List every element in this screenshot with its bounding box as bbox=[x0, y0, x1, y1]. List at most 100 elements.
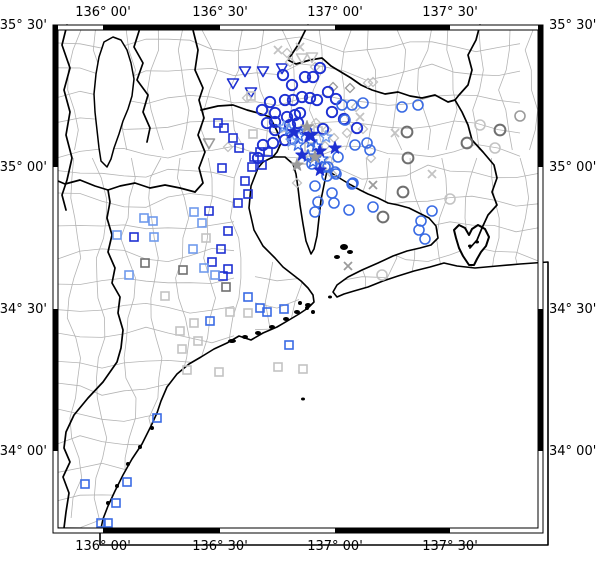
station-marker-triangle bbox=[238, 66, 252, 78]
station-marker-circle bbox=[263, 95, 277, 109]
station-marker-circle bbox=[364, 144, 376, 156]
station-marker-circle bbox=[295, 90, 309, 104]
station-marker-circle bbox=[426, 205, 438, 217]
station-marker-square bbox=[124, 270, 134, 280]
station-marker-star-filled bbox=[290, 158, 304, 171]
station-marker-x bbox=[295, 42, 305, 52]
island bbox=[126, 462, 130, 466]
station-marker-star bbox=[319, 130, 333, 143]
station-marker-square bbox=[246, 91, 256, 101]
station-marker-square bbox=[205, 316, 215, 326]
station-marker-square bbox=[201, 233, 211, 243]
station-marker-circle bbox=[361, 137, 373, 149]
station-marker-square bbox=[103, 518, 113, 528]
station-marker-square bbox=[189, 207, 199, 217]
station-marker-triangle bbox=[305, 52, 319, 64]
island bbox=[283, 317, 289, 321]
station-marker-diamond bbox=[357, 123, 369, 135]
station-marker-square bbox=[182, 365, 192, 375]
station-marker-circle bbox=[489, 142, 501, 154]
station-marker-circle bbox=[316, 122, 330, 136]
station-marker-circle bbox=[313, 61, 327, 75]
station-marker-circle bbox=[268, 123, 282, 137]
island bbox=[106, 501, 110, 505]
station-marker-square bbox=[197, 218, 207, 228]
station-marker-circle bbox=[260, 116, 274, 130]
station-marker-square bbox=[122, 477, 132, 487]
station-marker-square bbox=[204, 206, 214, 216]
station-marker-square bbox=[152, 413, 162, 423]
station-marker-circle bbox=[309, 180, 321, 192]
station-marker-star-filled bbox=[287, 125, 301, 138]
island bbox=[328, 295, 332, 299]
station-marker-square bbox=[225, 307, 235, 317]
station-marker-circle bbox=[291, 116, 305, 130]
station-marker-circle bbox=[396, 101, 408, 113]
island bbox=[311, 310, 315, 314]
station-marker-diamond bbox=[365, 152, 377, 164]
station-marker-circle bbox=[255, 103, 269, 117]
station-marker-circle bbox=[332, 151, 344, 163]
station-marker-circle bbox=[460, 136, 474, 150]
station-marker-star-filled bbox=[300, 120, 314, 133]
island bbox=[294, 310, 300, 314]
station-marker-square bbox=[234, 143, 244, 153]
station-marker-square bbox=[112, 230, 122, 240]
station-marker-circle bbox=[343, 204, 355, 216]
station-marker-square bbox=[189, 318, 199, 328]
station-marker-circle bbox=[376, 269, 388, 281]
station-marker-circle bbox=[298, 70, 312, 84]
station-marker-square bbox=[175, 326, 185, 336]
station-marker-circle bbox=[349, 139, 361, 151]
station-marker-circle bbox=[322, 161, 334, 173]
map-frame bbox=[52, 24, 544, 534]
station-marker-circle bbox=[339, 114, 351, 126]
station-marker-star bbox=[285, 134, 299, 147]
island bbox=[305, 303, 311, 307]
station-marker-triangle bbox=[256, 66, 270, 78]
station-marker-circle bbox=[376, 210, 390, 224]
island bbox=[242, 335, 248, 339]
y-tick-label-left: 34° 00' bbox=[0, 444, 47, 459]
island bbox=[468, 244, 472, 248]
station-marker-x bbox=[368, 180, 378, 190]
station-marker-circle bbox=[347, 177, 359, 189]
station-marker-square bbox=[248, 129, 258, 139]
station-marker-square bbox=[111, 498, 121, 508]
island bbox=[298, 301, 302, 305]
station-marker-circle bbox=[401, 151, 415, 165]
station-marker-star-filled bbox=[313, 163, 327, 176]
island bbox=[228, 339, 236, 343]
station-marker-square bbox=[279, 304, 289, 314]
x-tick-label-top: 137° 30' bbox=[422, 5, 478, 20]
station-marker-square bbox=[223, 226, 233, 236]
station-marker-square bbox=[199, 263, 209, 273]
station-marker-circle bbox=[312, 196, 324, 208]
y-tick-label-left: 34° 30' bbox=[0, 302, 47, 317]
prefecture-border bbox=[454, 24, 481, 101]
station-marker-square bbox=[188, 244, 198, 254]
station-marker-circle bbox=[306, 70, 320, 84]
station-marker-diamond bbox=[362, 77, 374, 89]
station-marker-square bbox=[139, 213, 149, 223]
lake-biwa bbox=[93, 36, 135, 168]
prefecture-border bbox=[57, 179, 109, 191]
station-marker-triangle bbox=[275, 63, 289, 75]
station-marker-circle bbox=[396, 185, 410, 199]
y-tick-label-left: 35° 00' bbox=[0, 160, 47, 175]
x-tick-label-bottom: 137° 30' bbox=[422, 539, 478, 554]
station-marker-circle bbox=[280, 110, 294, 124]
station-marker-circle bbox=[278, 93, 292, 107]
island bbox=[301, 397, 305, 401]
station-marker-diamond bbox=[344, 82, 356, 94]
station-marker-square bbox=[148, 216, 158, 226]
station-marker-square bbox=[214, 367, 224, 377]
station-marker-square bbox=[160, 291, 170, 301]
station-marker-x bbox=[427, 169, 437, 179]
station-marker-diamond bbox=[241, 92, 253, 104]
island bbox=[347, 250, 353, 254]
station-marker-square bbox=[233, 198, 243, 208]
station-marker-circle bbox=[285, 78, 299, 92]
station-marker-square bbox=[213, 118, 223, 128]
station-marker-square bbox=[221, 282, 231, 292]
